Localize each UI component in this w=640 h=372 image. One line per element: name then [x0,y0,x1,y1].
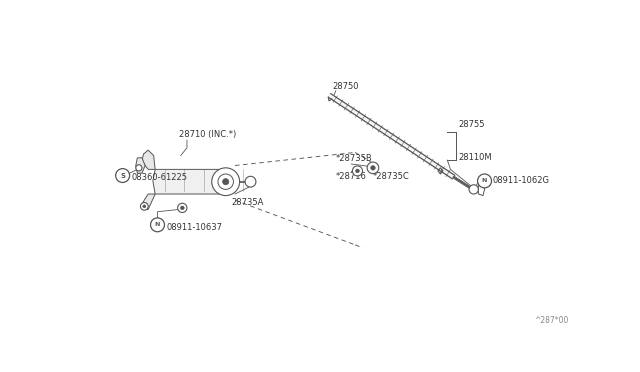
Circle shape [223,179,229,185]
Circle shape [116,169,129,183]
Circle shape [143,205,146,208]
Polygon shape [142,194,155,209]
Circle shape [180,206,184,210]
Polygon shape [153,169,223,194]
Circle shape [178,203,187,212]
Text: N: N [155,222,160,227]
Text: 28755: 28755 [458,120,484,129]
Circle shape [140,202,148,210]
Polygon shape [142,150,155,169]
Circle shape [150,218,164,232]
Text: *28735C: *28735C [373,173,410,182]
Circle shape [353,166,362,176]
Circle shape [212,168,239,196]
Polygon shape [478,183,484,196]
Text: 28735A: 28735A [231,198,264,207]
Circle shape [355,169,360,173]
Circle shape [371,166,375,170]
Text: N: N [482,179,487,183]
Circle shape [469,185,478,194]
Text: S: S [120,173,125,179]
Polygon shape [328,94,455,179]
Text: 28710 (INC.*): 28710 (INC.*) [179,129,236,139]
Text: *28716: *28716 [336,173,367,182]
Circle shape [218,174,234,189]
Circle shape [245,176,256,187]
Circle shape [477,174,492,188]
Circle shape [367,162,379,174]
Circle shape [136,165,142,171]
Text: 08911-10637: 08911-10637 [166,222,222,232]
Text: 08360-61225: 08360-61225 [131,173,187,182]
Text: 28110M: 28110M [458,153,492,161]
Text: ^287*00: ^287*00 [534,316,568,325]
Polygon shape [136,158,145,173]
Text: *28735B: *28735B [336,154,372,163]
Text: 28750: 28750 [333,82,359,91]
Text: 08911-1062G: 08911-1062G [492,176,549,185]
